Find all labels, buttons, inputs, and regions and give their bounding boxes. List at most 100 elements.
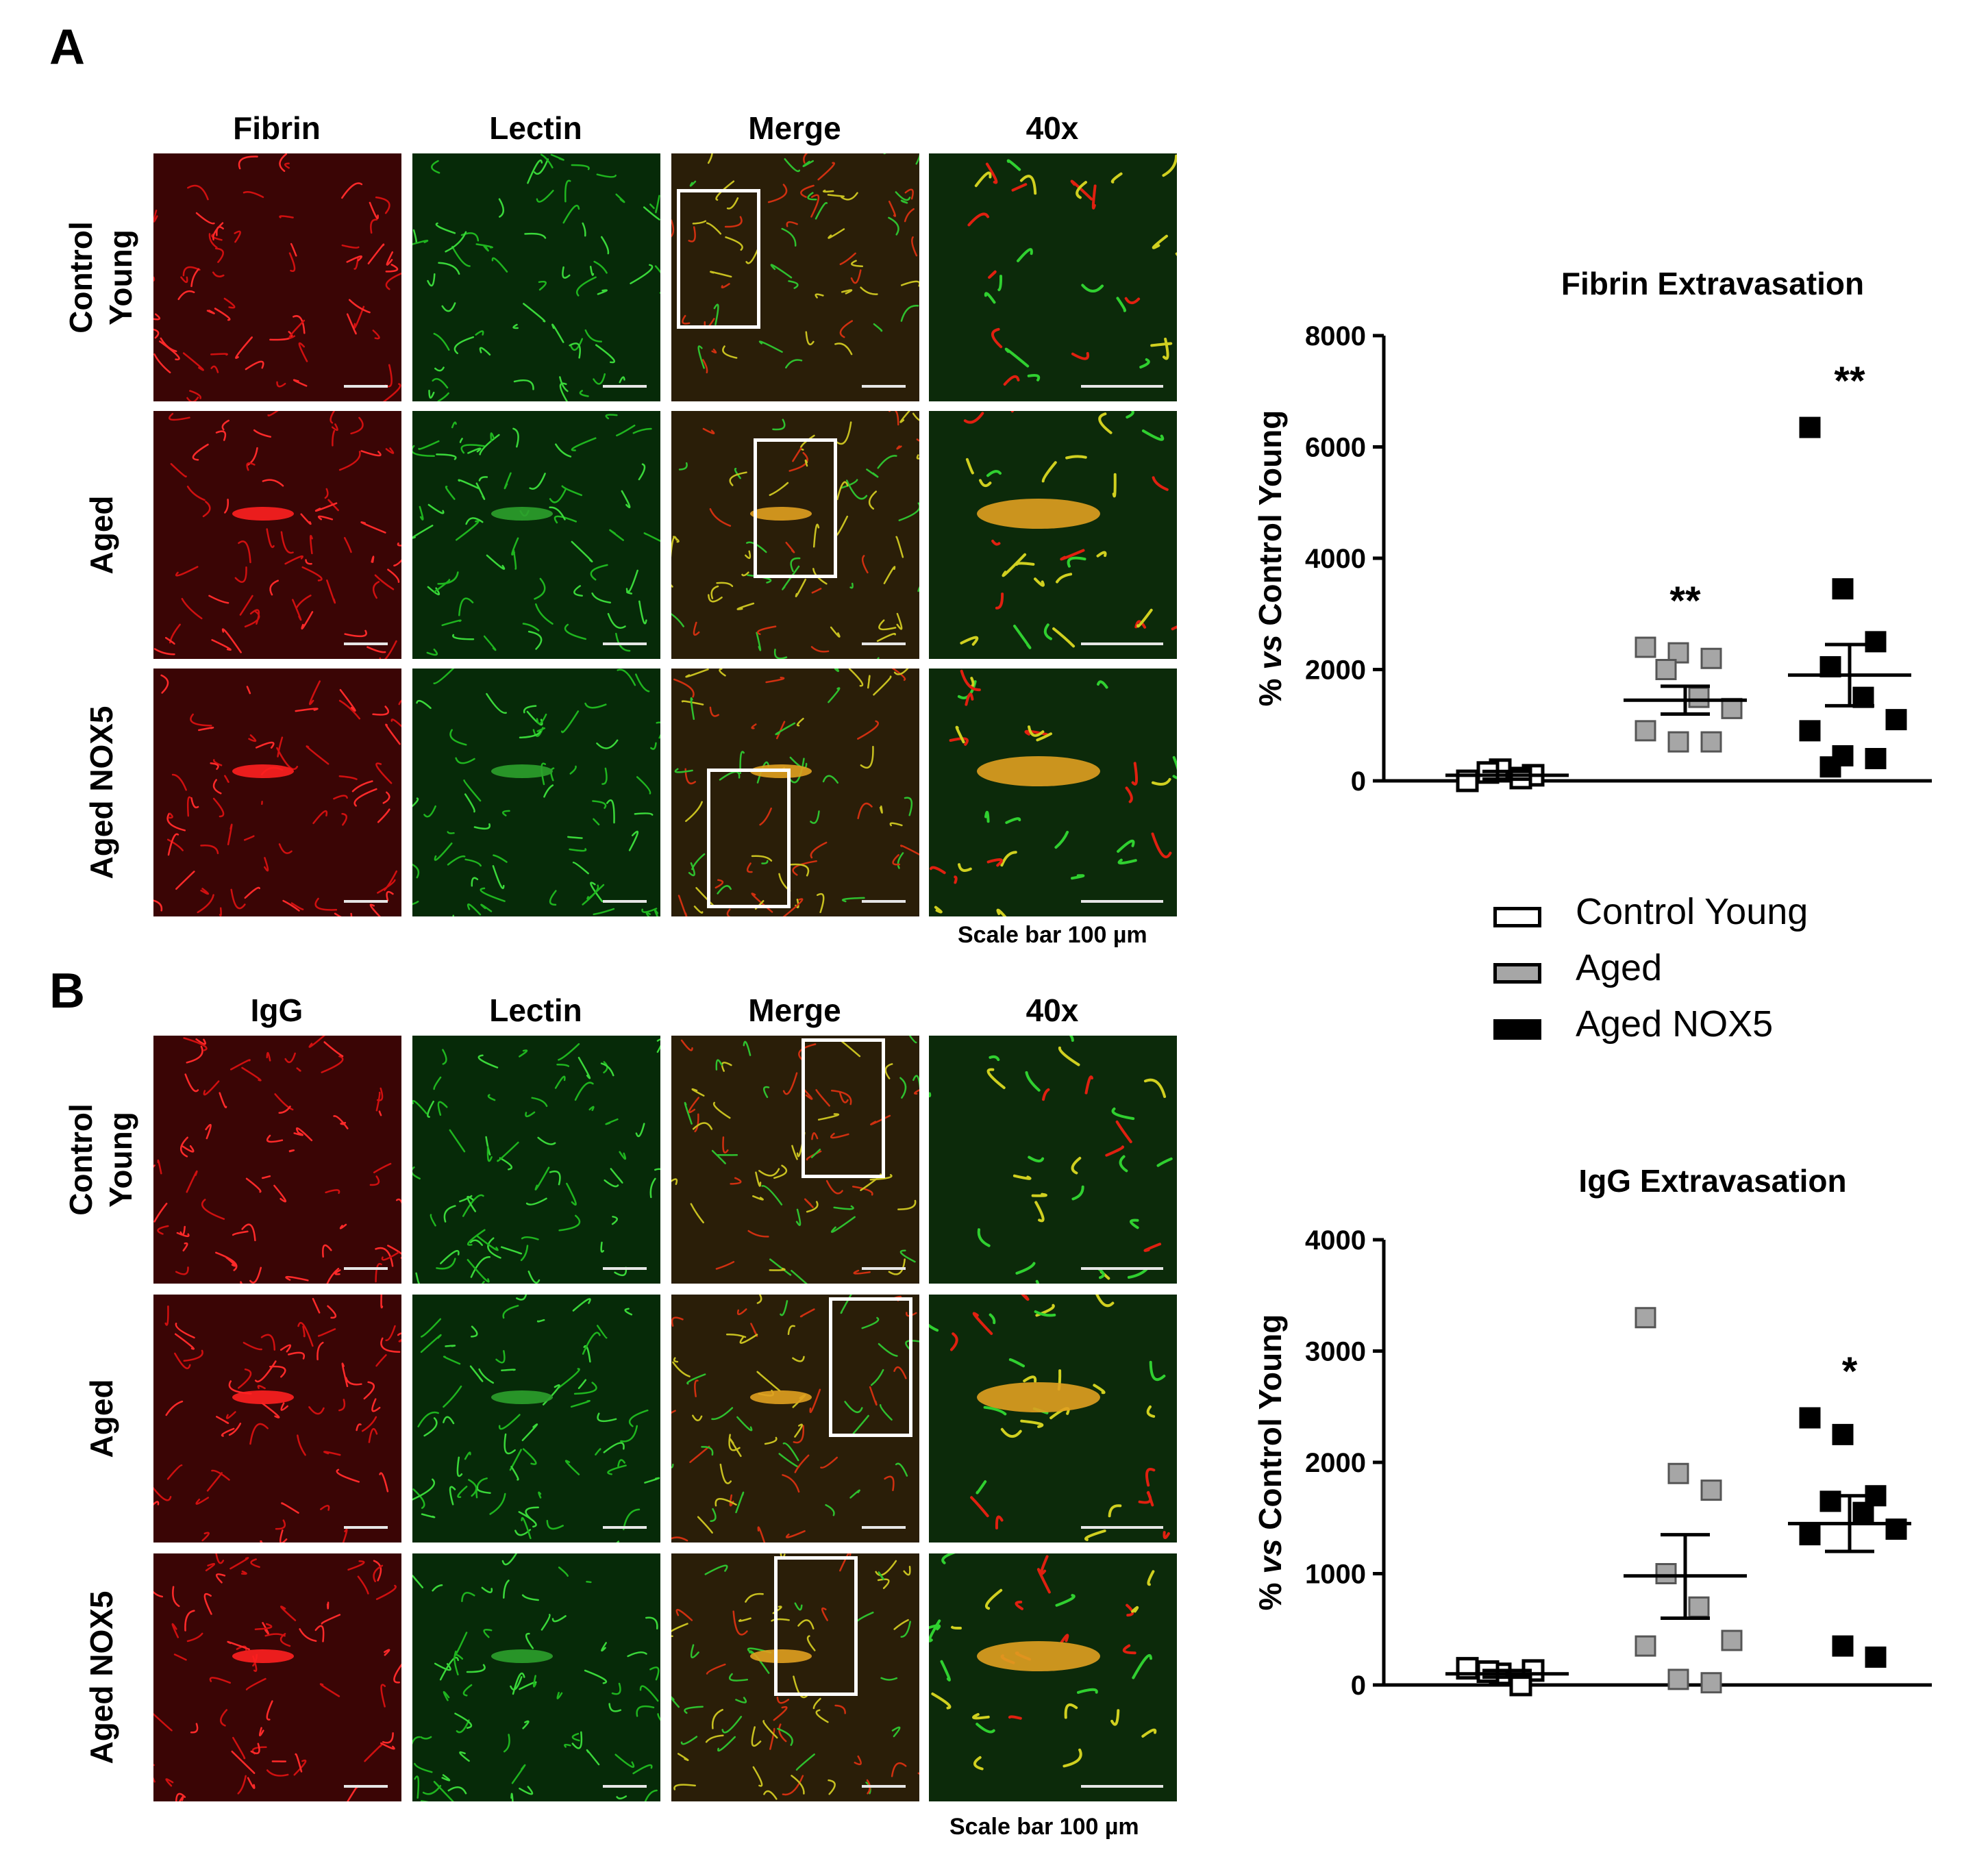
column-header: Merge — [748, 110, 841, 146]
data-point — [1799, 720, 1821, 742]
chart-title: Fibrin Extravasation — [1561, 266, 1864, 301]
scale-bar — [1081, 385, 1163, 388]
micrograph-green-row2 — [412, 1295, 660, 1542]
legend-swatch-control-young — [1493, 907, 1541, 927]
data-point — [1700, 1672, 1722, 1694]
igg-extravasation-chart: IgG Extravasation 0 1000 2000 3000 4000 % vs C… — [1252, 1163, 1932, 1701]
scale-bar — [603, 900, 647, 903]
column-header: Fibrin — [233, 110, 321, 146]
significance-marker: ** — [1834, 359, 1865, 403]
micrograph-zoom-row2 — [929, 1295, 1177, 1542]
y-axis-label: % vs Control Young — [1252, 1314, 1288, 1611]
y-tick-label: 1000 — [1305, 1560, 1366, 1590]
y-tick-label: 0 — [1351, 1671, 1366, 1701]
data-point — [1688, 686, 1710, 708]
data-point — [1832, 578, 1854, 600]
scale-bar — [344, 1785, 388, 1788]
scale-bar — [603, 385, 647, 388]
micrograph-green-row1 — [412, 1036, 660, 1284]
scale-bar — [862, 1267, 906, 1270]
zoom-region-box — [707, 769, 791, 908]
micrograph-red-row2 — [153, 1295, 401, 1542]
scale-bar — [603, 1526, 647, 1529]
scale-bar — [344, 385, 388, 388]
panel-b-letter: B — [49, 964, 85, 1019]
micrograph-zoom-row3 — [929, 669, 1177, 916]
data-point — [1655, 659, 1677, 680]
legend-item-aged: Aged — [1493, 947, 1904, 1001]
scale-bar — [1081, 1785, 1163, 1788]
micrograph-red-row3 — [153, 1553, 401, 1801]
column-header: Lectin — [489, 992, 582, 1028]
scale-bar — [1081, 1526, 1163, 1529]
significance-marker: * — [1842, 1349, 1858, 1394]
legend-item-control-young: Control Young — [1493, 890, 1904, 945]
legend-swatch-aged — [1493, 963, 1541, 984]
micrograph-zoom-row1 — [929, 1036, 1177, 1284]
y-tick-label: 4000 — [1305, 544, 1366, 574]
legend-item-aged-nox5: Aged NOX5 — [1493, 1003, 1904, 1058]
scale-bar — [603, 1785, 647, 1788]
data-point — [1885, 709, 1907, 731]
micrograph-green-row3 — [412, 669, 660, 916]
micrograph-red-row1 — [153, 153, 401, 401]
y-tick-label: 0 — [1351, 766, 1366, 797]
row-label: Control Young — [63, 221, 138, 334]
data-point — [1635, 720, 1656, 742]
y-tick-label: 6000 — [1305, 433, 1366, 463]
column-header: Merge — [748, 992, 841, 1028]
panel-b-scale-bar-label: Scale bar 100 µm — [949, 1814, 1139, 1840]
data-point — [1865, 631, 1887, 653]
row-label: Aged NOX5 — [84, 705, 119, 879]
data-point — [1721, 1629, 1743, 1651]
micrograph-merge-row2 — [671, 1295, 919, 1542]
data-point — [1635, 636, 1656, 658]
micrograph-green-row1 — [412, 153, 660, 401]
column-header: Lectin — [489, 110, 582, 146]
data-point — [1852, 1501, 1874, 1523]
significance-marker: ** — [1669, 579, 1701, 623]
data-point — [1799, 1407, 1821, 1429]
data-point — [1635, 1307, 1656, 1329]
chart-title: IgG Extravasation — [1578, 1163, 1846, 1199]
micrograph-merge-row2 — [671, 411, 919, 659]
zoom-region-box — [829, 1297, 912, 1437]
scale-bar — [344, 642, 388, 645]
panel-a-letter: A — [49, 20, 85, 75]
scale-bar — [862, 385, 906, 388]
micrograph-merge-row3 — [671, 1553, 919, 1801]
scale-bar — [862, 900, 906, 903]
row-label: Aged NOX5 — [84, 1590, 119, 1764]
zoom-region-box — [754, 438, 837, 578]
scale-bar — [1081, 900, 1163, 903]
row-label: Aged — [84, 495, 119, 575]
scale-bar — [344, 1526, 388, 1529]
y-tick-label: 2000 — [1305, 655, 1366, 686]
micrograph-red-row1 — [153, 1036, 401, 1284]
scale-bar — [1081, 642, 1163, 645]
data-point — [1832, 1423, 1854, 1445]
zoom-region-box — [802, 1038, 885, 1178]
data-point — [1700, 1479, 1722, 1501]
scale-bar — [862, 642, 906, 645]
scale-bar — [344, 900, 388, 903]
scale-bar — [603, 642, 647, 645]
micrograph-red-row3 — [153, 669, 401, 916]
data-point — [1667, 1462, 1689, 1484]
micrograph-zoom-row3 — [929, 1553, 1177, 1801]
micrograph-zoom-row2 — [929, 411, 1177, 659]
data-point — [1865, 748, 1887, 769]
legend-label: Control Young — [1576, 891, 1809, 932]
column-header: IgG — [250, 992, 303, 1028]
data-point — [1799, 416, 1821, 438]
data-point — [1688, 1596, 1710, 1618]
column-header: 40x — [1026, 992, 1079, 1028]
data-point — [1799, 1524, 1821, 1546]
data-point — [1700, 647, 1722, 669]
micrograph-red-row2 — [153, 411, 401, 659]
micrograph-merge-row3 — [671, 669, 919, 916]
scale-bar — [862, 1785, 906, 1788]
micrograph-green-row3 — [412, 1553, 660, 1801]
data-point — [1865, 1646, 1887, 1668]
scale-bar — [862, 1526, 906, 1529]
